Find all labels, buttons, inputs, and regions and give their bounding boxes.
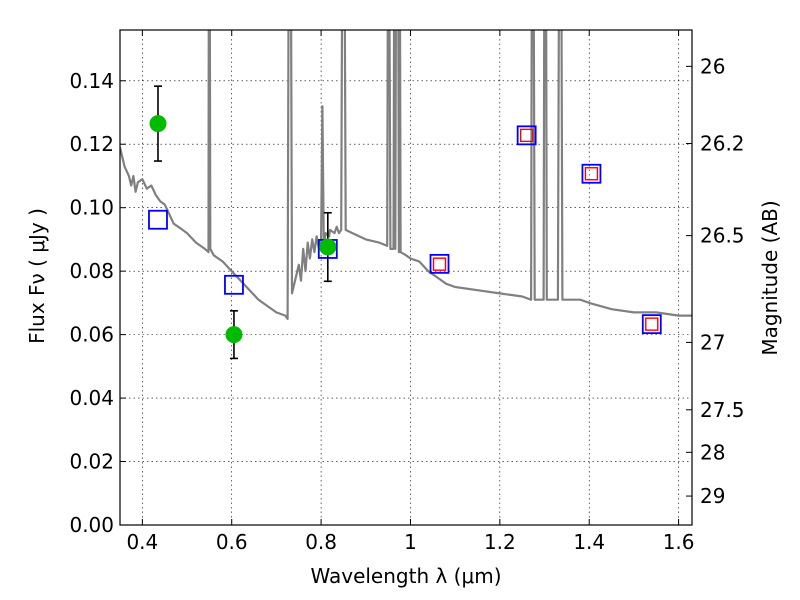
grid-layer xyxy=(120,30,692,526)
x-tick-label: 0.4 xyxy=(126,530,158,554)
alt-photometry-square xyxy=(519,128,534,143)
model-photometry-square xyxy=(224,274,244,295)
right-tick-label: 28 xyxy=(700,440,725,464)
y-tick-label: 0.06 xyxy=(69,323,114,347)
alt-photometry-square xyxy=(432,257,447,271)
y-tick-label: 0.12 xyxy=(69,132,114,156)
x-tick-label: 1.4 xyxy=(573,530,605,554)
right-tick-label: 27.5 xyxy=(700,398,745,422)
x-axis-label: Wavelength λ (μm) xyxy=(310,564,501,588)
y-tick-label: 0.04 xyxy=(69,386,114,410)
y-tick-label: 0.10 xyxy=(69,196,114,220)
observed-flux-point xyxy=(149,115,167,133)
right-tick-label: 26.2 xyxy=(700,132,745,156)
alt-photometry-square xyxy=(584,167,599,181)
y-tick-label: 0.00 xyxy=(69,513,114,537)
right-tick-label: 26 xyxy=(700,54,725,78)
y-tick-label: 0.02 xyxy=(69,450,114,474)
plot-frame xyxy=(119,29,693,526)
model-photometry-square xyxy=(516,125,537,146)
y-tick-label: 0.08 xyxy=(69,259,114,283)
x-tick-label: 1.2 xyxy=(484,530,516,554)
observed-flux-point xyxy=(225,326,243,344)
tick-layer: 0.4 0.6 0.8 1 1.2 1.4 1.6 0.00 0.02 0.04 0.06 0.08 0… xyxy=(69,30,745,554)
right-axis-label: Magnitude (AB) xyxy=(758,200,782,355)
x-tick-label: 1.6 xyxy=(663,530,695,554)
y-tick-label: 0.14 xyxy=(69,69,114,93)
x-tick-label: 1 xyxy=(404,530,417,554)
right-tick-label: 26.5 xyxy=(700,224,745,248)
model-photometry-square xyxy=(429,253,450,274)
right-tick-label: 27 xyxy=(700,330,725,354)
model-spectrum-line xyxy=(120,30,692,320)
y-axis-label: Flux Fν ( μJy ) xyxy=(25,208,49,344)
alt-photometry-square xyxy=(645,317,659,331)
x-tick-label: 0.6 xyxy=(216,530,248,554)
data-layer xyxy=(120,30,692,360)
x-tick-label: 0.8 xyxy=(305,530,337,554)
model-photometry-square xyxy=(581,163,602,184)
model-photometry-square xyxy=(148,209,168,230)
model-photometry-square xyxy=(641,314,662,335)
right-tick-label: 29 xyxy=(700,484,725,508)
observed-flux-point xyxy=(319,238,337,256)
